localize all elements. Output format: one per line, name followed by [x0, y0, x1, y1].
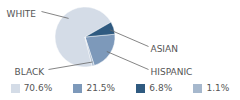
svg-text:ASIAN: ASIAN: [151, 44, 178, 54]
html-text:21.5%: 21.5%: [86, 83, 116, 93]
svg-text:WHITE: WHITE: [7, 9, 37, 19]
svg-text:BLACK: BLACK: [15, 67, 46, 77]
html-text:70.6%: 70.6%: [23, 83, 53, 93]
html-text:1.1%: 1.1%: [206, 83, 230, 93]
svg-text:HISPANIC: HISPANIC: [151, 67, 193, 77]
html-text:6.8%: 6.8%: [149, 83, 173, 93]
